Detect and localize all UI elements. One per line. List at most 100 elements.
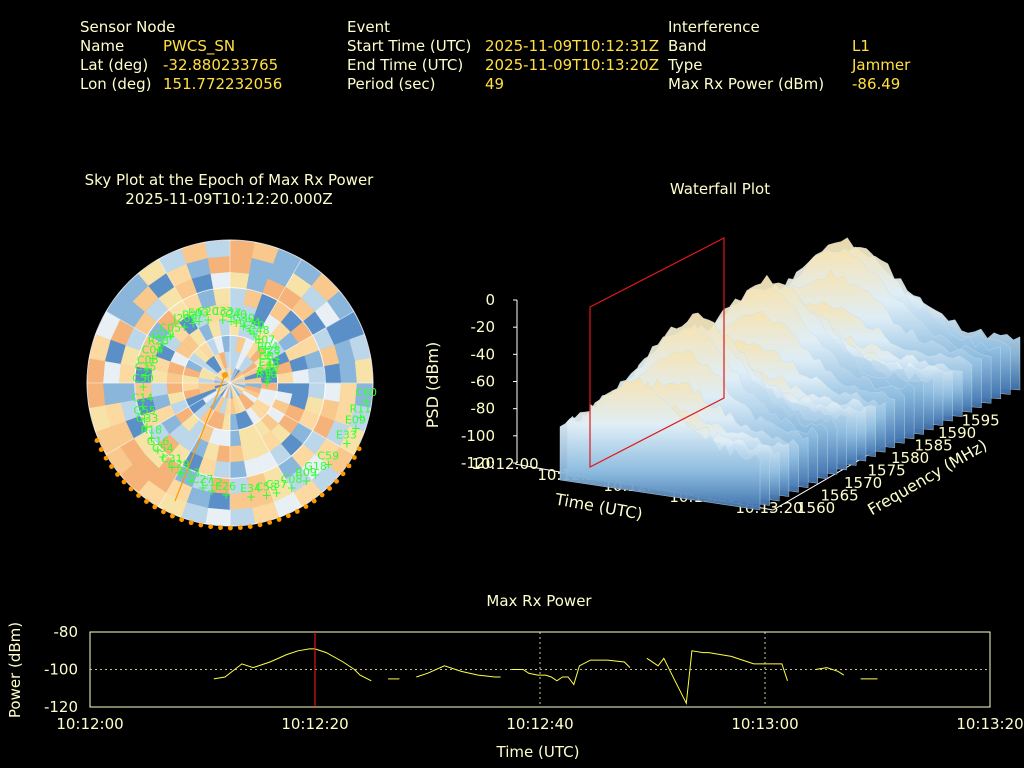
satellite-marker: + bbox=[342, 436, 352, 450]
satellite-marker: + bbox=[361, 394, 371, 408]
sensor-lat-label: Lat (deg) bbox=[80, 56, 149, 74]
frequency-tick-label: 1560 bbox=[797, 499, 835, 517]
psd-axis-label: PSD (dBm) bbox=[423, 342, 442, 428]
waterfall-title: Waterfall Plot bbox=[669, 180, 771, 198]
satellite-marker: + bbox=[265, 364, 275, 378]
power-series-segment bbox=[511, 659, 631, 686]
sky-rim-marker bbox=[351, 455, 357, 460]
satellite-label: R11 bbox=[350, 403, 372, 416]
sky-rim-marker bbox=[198, 522, 204, 528]
sensor-lon-label: Lon (deg) bbox=[80, 75, 152, 93]
sky-rim-marker bbox=[267, 520, 273, 525]
satellite-label: C59 bbox=[317, 450, 339, 463]
satellite-label: C50 bbox=[132, 372, 154, 385]
satellite-marker: + bbox=[179, 320, 189, 334]
satellite-marker: + bbox=[142, 420, 152, 434]
sky-rim-marker bbox=[294, 509, 300, 514]
sky-rim-marker bbox=[340, 471, 346, 477]
sky-spoke bbox=[158, 382, 231, 508]
sky-rim-marker bbox=[115, 472, 120, 477]
sky-spoke bbox=[229, 258, 302, 384]
satellite-marker: + bbox=[154, 342, 164, 356]
satellite-marker: + bbox=[174, 466, 184, 480]
satellite-marker: + bbox=[207, 484, 217, 498]
satellite-marker: + bbox=[218, 313, 228, 327]
y-tick-label: -100 bbox=[44, 661, 78, 679]
sky-spoke bbox=[229, 382, 302, 508]
psd-tick-label: 0 bbox=[485, 291, 495, 309]
sensor-node-heading: Sensor Node bbox=[80, 18, 176, 36]
psd-tick-label: -20 bbox=[471, 318, 496, 336]
satellite-label: C37 bbox=[266, 478, 288, 491]
satellite-marker: + bbox=[263, 348, 273, 362]
waterfall-surface bbox=[559, 237, 1021, 511]
satellite-label: C27 bbox=[220, 307, 242, 320]
frequency-tick-label: 1575 bbox=[868, 462, 906, 480]
frequency-tick-label: 1590 bbox=[938, 424, 976, 442]
sky-rim-marker bbox=[346, 463, 352, 469]
sky-spoke bbox=[105, 382, 231, 455]
satellite-label: G30 bbox=[233, 312, 256, 325]
time-tick-label: 10:12:00 bbox=[471, 455, 538, 473]
sky-rim-marker bbox=[109, 464, 114, 469]
satellite-marker: + bbox=[261, 488, 271, 502]
sky-rim-marker bbox=[144, 499, 149, 504]
psd-tick-label: -60 bbox=[471, 373, 496, 391]
satellite-marker: + bbox=[138, 380, 148, 394]
satellite-marker: + bbox=[141, 369, 151, 383]
satellite-label: C33 bbox=[212, 305, 234, 318]
satellite-label: C48 bbox=[248, 324, 270, 337]
satellite-label: R05 bbox=[257, 365, 279, 378]
sky-rim-marker bbox=[161, 509, 166, 515]
satellite-marker: + bbox=[231, 316, 241, 330]
satellite-marker: + bbox=[246, 490, 256, 504]
event-period-label: Period (sec) bbox=[347, 75, 436, 93]
interference-band-value: L1 bbox=[852, 37, 870, 55]
satellite-label: G29 bbox=[152, 329, 175, 342]
sky-rim-marker bbox=[121, 479, 127, 485]
satellite-marker: + bbox=[165, 330, 175, 344]
satellite-label: R18 bbox=[140, 424, 162, 437]
sky-rim-marker bbox=[103, 455, 109, 461]
sky-spoke bbox=[229, 311, 355, 384]
sky-rim-marker bbox=[188, 520, 194, 526]
satellite-marker: + bbox=[262, 376, 272, 390]
interference-power-value: -86.49 bbox=[852, 75, 901, 93]
satellite-marker: + bbox=[301, 474, 311, 488]
interference-type-label: Type bbox=[668, 56, 703, 74]
satellite-label: R23 bbox=[148, 334, 170, 347]
satellite-label: C34 bbox=[239, 316, 261, 329]
sky-plot-title: Sky Plot at the Epoch of Max Rx Power bbox=[84, 171, 374, 189]
satellite-marker: + bbox=[148, 351, 158, 365]
satellite-label: G31 bbox=[259, 350, 282, 363]
satellite-label: E33 bbox=[336, 428, 357, 441]
sky-rim-marker bbox=[228, 525, 233, 531]
satellite-marker: + bbox=[146, 432, 156, 446]
max-rx-power-title: Max Rx Power bbox=[486, 592, 592, 610]
power-series-segment bbox=[646, 650, 788, 706]
satellite-marker: + bbox=[239, 320, 249, 334]
satellite-marker: + bbox=[221, 488, 231, 502]
satellite-marker: + bbox=[260, 342, 270, 356]
satellite-label: C12 bbox=[201, 476, 223, 489]
satellite-marker: + bbox=[272, 486, 282, 500]
satellite-marker: + bbox=[167, 460, 177, 474]
sky-spoke bbox=[229, 382, 355, 455]
sky-rim-marker bbox=[303, 504, 309, 509]
sky-rim-marker bbox=[356, 446, 362, 452]
satellite-label: C31 bbox=[161, 452, 183, 465]
satellite-label: R27 bbox=[182, 308, 204, 321]
satellite-label: E23 bbox=[259, 356, 280, 369]
sky-trace-line bbox=[174, 374, 226, 502]
satellite-marker: + bbox=[203, 313, 213, 327]
satellite-marker: + bbox=[323, 458, 333, 472]
interference-heading: Interference bbox=[668, 18, 760, 36]
sky-rim-marker bbox=[285, 513, 291, 519]
sky-rim-marker bbox=[334, 478, 339, 484]
event-start-value: 2025-11-09T10:12:31Z bbox=[485, 37, 659, 55]
satellite-label: R09 bbox=[295, 466, 317, 479]
waterfall-slice bbox=[559, 378, 761, 511]
sky-rim-marker bbox=[276, 517, 282, 522]
